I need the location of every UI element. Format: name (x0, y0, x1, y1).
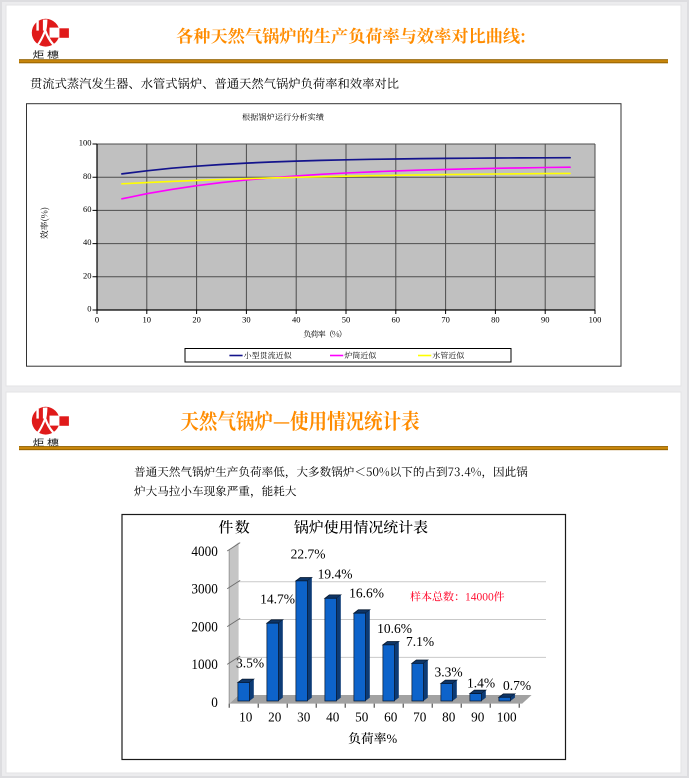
svg-text:16.6%: 16.6% (349, 586, 384, 601)
svg-text:2000: 2000 (191, 619, 217, 635)
svg-text:50: 50 (355, 710, 368, 725)
svg-text:20: 20 (83, 270, 92, 280)
svg-text:14.7%: 14.7% (260, 592, 295, 607)
svg-text:100: 100 (497, 710, 517, 725)
svg-text:10: 10 (239, 710, 252, 725)
svg-text:0: 0 (87, 304, 91, 314)
svg-text:60: 60 (392, 314, 401, 324)
svg-text:0: 0 (211, 695, 218, 711)
svg-text:100: 100 (589, 314, 602, 324)
svg-text:%: % (387, 732, 398, 746)
svg-text:3000: 3000 (191, 582, 217, 598)
svg-text:0: 0 (95, 314, 99, 324)
svg-text:7.1%: 7.1% (406, 634, 434, 649)
svg-text:90: 90 (541, 314, 550, 324)
svg-text:40: 40 (83, 237, 92, 247)
svg-text:80: 80 (83, 171, 92, 181)
svg-text:60: 60 (83, 204, 92, 214)
svg-text:70: 70 (441, 314, 450, 324)
svg-text:70: 70 (413, 710, 426, 725)
svg-text:1000: 1000 (191, 657, 217, 673)
svg-text:10.6%: 10.6% (377, 621, 412, 636)
svg-text:50: 50 (342, 314, 351, 324)
svg-text:80: 80 (491, 314, 500, 324)
svg-text:3.5%: 3.5% (236, 656, 264, 671)
svg-text:1.4%: 1.4% (467, 675, 495, 690)
svg-text:14000: 14000 (465, 592, 494, 604)
svg-text:40: 40 (292, 314, 301, 324)
svg-text:30: 30 (297, 710, 310, 725)
svg-text:30: 30 (242, 314, 251, 324)
svg-text:40: 40 (326, 710, 339, 725)
svg-text:20: 20 (192, 314, 201, 324)
svg-text:3.3%: 3.3% (434, 665, 462, 680)
svg-text:10: 10 (143, 314, 152, 324)
svg-text:90: 90 (471, 710, 484, 725)
svg-text:4000: 4000 (191, 544, 217, 560)
svg-text:0.7%: 0.7% (503, 678, 531, 693)
svg-text:100: 100 (79, 138, 92, 148)
svg-text:80: 80 (442, 710, 455, 725)
svg-text:19.4%: 19.4% (318, 567, 353, 582)
svg-text:20: 20 (268, 710, 281, 725)
svg-text:60: 60 (384, 710, 397, 725)
svg-text:22.7%: 22.7% (291, 547, 326, 562)
